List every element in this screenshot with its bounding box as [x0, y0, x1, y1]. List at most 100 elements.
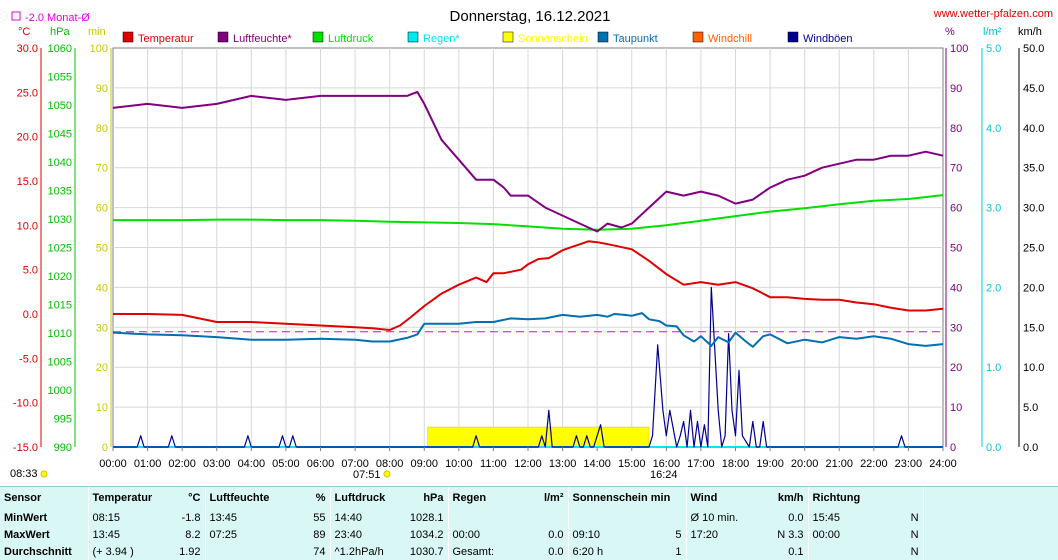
stats-pres-time: 23:40: [329, 526, 400, 543]
x-tick-label: 02:00: [168, 458, 196, 470]
stats-dir-value: N: [910, 511, 919, 524]
tick-label-temperature: 0.0: [23, 309, 38, 321]
tick-label-sunshine: 40: [96, 282, 108, 294]
legend-swatch: [312, 31, 324, 43]
tick-label-pressure: 1025: [48, 243, 72, 255]
hdr-pres-unit: hPa: [423, 492, 444, 504]
x-tick-label: 17:00: [687, 458, 715, 470]
stats-row: MaxWert 13:45 8.2 07:25 89 23:40 1034.2 00:00 0.…: [0, 526, 1058, 543]
tick-label-pressure: 1030: [48, 214, 72, 226]
tick-label-pressure: 1015: [48, 300, 72, 312]
stats-temp-time: (+ 3.94 ): [87, 543, 160, 560]
unit-hpa: hPa: [50, 26, 70, 38]
stats-pres-time: 14:40: [329, 509, 400, 526]
x-tick-label: 19:00: [756, 458, 784, 470]
stats-rain-value: [518, 509, 568, 526]
tick-label-wind: 10.0: [1023, 362, 1044, 374]
stats-dir-time: 15:45: [807, 509, 879, 526]
tick-label-temperature: -15.0: [13, 442, 38, 454]
tick-label-temperature: -5.0: [19, 353, 38, 365]
stats-wind-time: Ø 10 min.: [685, 509, 767, 526]
legend-swatch: [502, 31, 514, 43]
tick-label-rain: 4.0: [986, 123, 1001, 135]
stats-end: [922, 509, 1058, 526]
tick-label-pressure: 1040: [48, 157, 72, 169]
dewpoint-line: [112, 312, 944, 348]
stats-temp-time: 13:45: [87, 526, 160, 543]
legend-swatch: [122, 31, 134, 43]
x-tick-label: 23:00: [895, 458, 923, 470]
x-tick-label: 06:00: [307, 458, 335, 470]
stats-pres-value: 1034.2: [409, 528, 444, 541]
tick-label-humidity: 80: [950, 123, 962, 135]
unit-min: min: [88, 26, 106, 38]
tick-label-temperature: 20.0: [17, 132, 38, 144]
tick-label-humidity: 10: [950, 402, 962, 414]
tick-label-sunshine: 80: [96, 123, 108, 135]
tick-label-sunshine: 30: [96, 322, 108, 334]
tick-label-humidity: 40: [950, 282, 962, 294]
tick-label-wind: 25.0: [1023, 243, 1044, 255]
tick-label-sunshine: 60: [96, 203, 108, 215]
stats-end: [922, 526, 1058, 543]
stats-pres-value: 1030.7: [409, 545, 444, 558]
tick-label-wind: 35.0: [1023, 163, 1044, 175]
x-tick-label: 10:00: [445, 458, 473, 470]
tick-label-sunshine: 90: [96, 83, 108, 95]
hdr-dir: Richtung: [807, 487, 879, 509]
hdr-sun: Sonnenschein min: [567, 487, 687, 509]
stats-header-row: Sensor Temperatur °C Luftfeuchte % Luftd…: [0, 487, 1058, 509]
x-tick-label: 21:00: [825, 458, 853, 470]
stats-row-label: Durchschnitt: [4, 545, 72, 558]
stats-wind-value: 0.0: [788, 511, 804, 524]
stats-temp-value: 8.2: [185, 528, 201, 541]
tick-label-temperature: -10.0: [13, 398, 38, 410]
tick-label-temperature: 15.0: [17, 176, 38, 188]
legend-swatch: [692, 31, 704, 43]
x-tick-label: 24:00: [929, 458, 957, 470]
tick-label-pressure: 990: [54, 442, 72, 454]
sun-icon-left: [40, 470, 48, 478]
legend-label: Windböen: [803, 33, 853, 45]
hdr-wind: Wind: [685, 487, 767, 509]
tick-label-wind: 40.0: [1023, 123, 1044, 135]
time-left-label: 08:33: [10, 468, 38, 480]
tick-label-wind: 0.0: [1023, 442, 1038, 454]
stats-end: [922, 543, 1058, 560]
stats-sun-value: 1: [675, 545, 682, 558]
tick-label-pressure: 1045: [48, 129, 72, 141]
tick-label-temperature: 30.0: [17, 43, 38, 55]
stats-hum-value: 55: [313, 511, 326, 524]
stats-rain-time: 00:00: [447, 526, 518, 543]
stats-pres-value: 1028.1: [409, 511, 444, 524]
tick-label-rain: 5.0: [986, 43, 1001, 55]
hdr-sensor: Sensor: [4, 492, 42, 504]
stats-hum-time: [204, 543, 280, 560]
tick-label-temperature: 10.0: [17, 220, 38, 232]
month-avg-icon: [11, 11, 21, 21]
x-tick-label: 15:00: [618, 458, 646, 470]
legend-label: Luftfeuchte*: [233, 33, 292, 45]
tick-label-sunshine: 50: [96, 243, 108, 255]
stats-dir-value: N: [910, 528, 919, 541]
x-tick-label: 13:00: [549, 458, 577, 470]
stats-hum-time: 13:45: [204, 509, 280, 526]
tick-label-sunshine: 70: [96, 163, 108, 175]
stats-row-label: MaxWert: [4, 528, 50, 541]
tick-label-humidity: 50: [950, 243, 962, 255]
x-tick-label: 07:00: [341, 458, 369, 470]
stats-dir-time: 00:00: [807, 526, 879, 543]
stats-temp-value: -1.8: [181, 511, 201, 524]
site-url: www.wetter-pfalzen.com: [933, 8, 1053, 20]
tick-label-pressure: 1060: [48, 43, 72, 55]
stats-rain-time: [447, 509, 518, 526]
legend-label: Windchill: [708, 33, 752, 45]
tick-label-wind: 15.0: [1023, 322, 1044, 334]
unit-kmh: km/h: [1018, 26, 1042, 38]
tick-label-humidity: 90: [950, 83, 962, 95]
tick-label-wind: 45.0: [1023, 83, 1044, 95]
stats-row: MinWert 08:15 -1.8 13:45 55 14:40 1028.1 Ø 10 m…: [0, 509, 1058, 526]
stats-panel: Sensor Temperatur °C Luftfeuchte % Luftd…: [0, 486, 1058, 560]
month-avg-label: -2.0 Monat-Ø: [25, 12, 90, 24]
x-tick-label: 22:00: [860, 458, 888, 470]
